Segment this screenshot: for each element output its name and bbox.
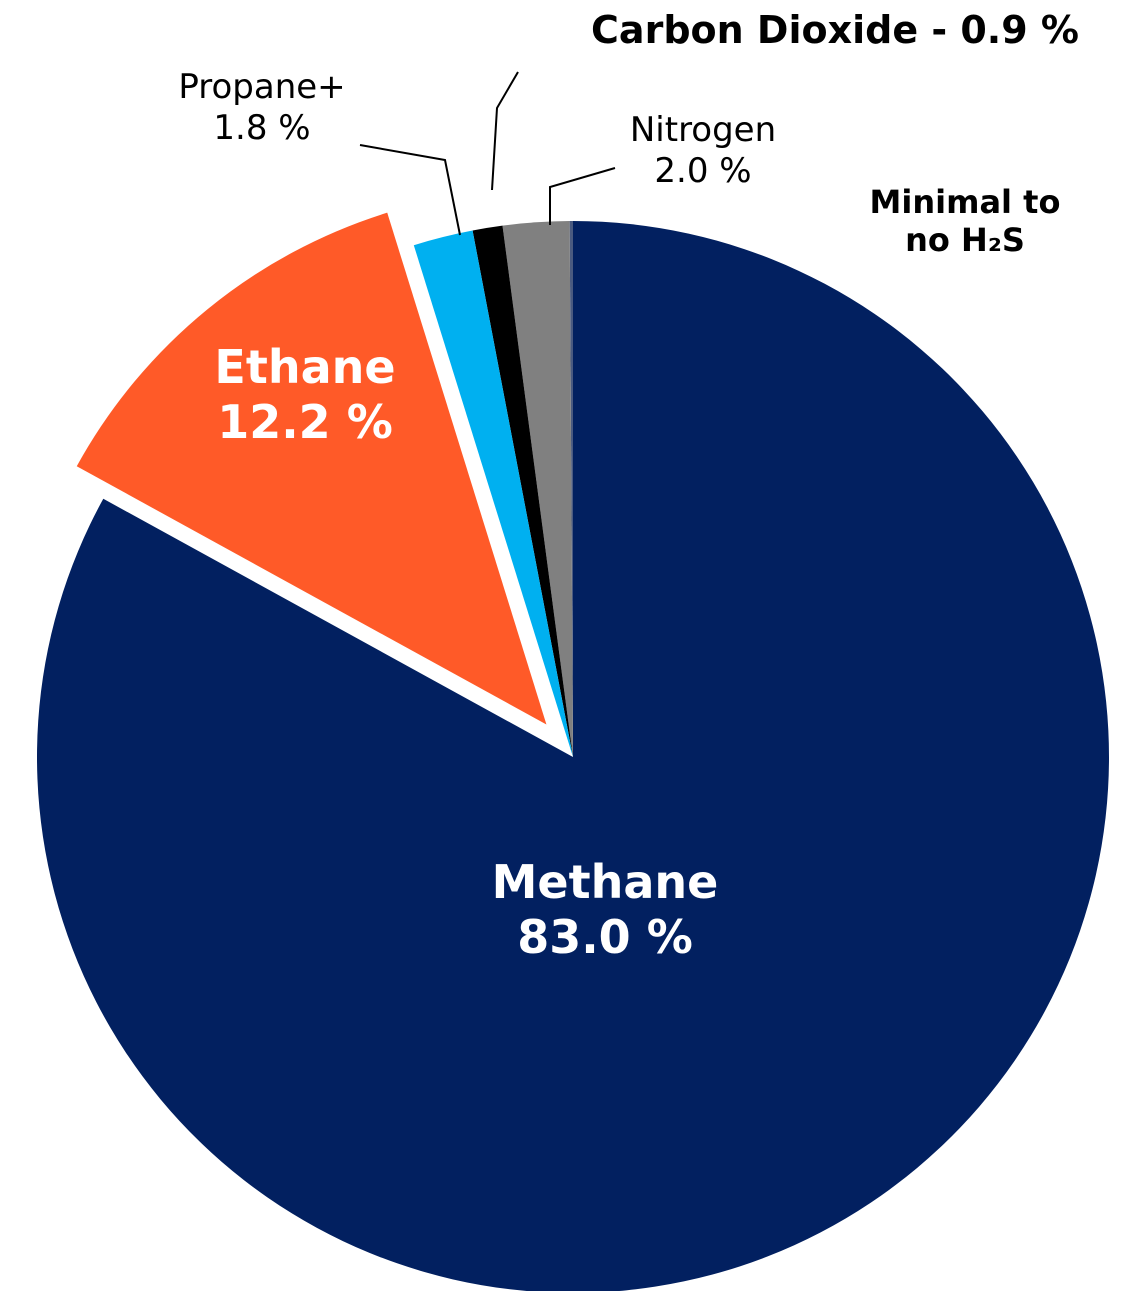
slice-label: Methane 83.0 %	[492, 855, 719, 965]
pie-slice	[472, 225, 573, 757]
category-label: Carbon Dioxide	[591, 8, 919, 52]
leader-line	[491, 71, 519, 191]
value-label: 12.2 %	[217, 395, 393, 450]
value-label: 2.0 %	[654, 150, 752, 191]
leader-line	[359, 144, 461, 236]
pie-slice	[502, 221, 573, 758]
pie-slice	[37, 221, 1109, 1291]
slice-label: Nitrogen 2.0 %	[630, 110, 776, 192]
slice-label: Minimal to no H₂S	[850, 183, 1080, 260]
label-separator: -	[918, 8, 961, 52]
leader-line	[549, 167, 616, 225]
slice-label: Ethane 12.2 %	[214, 340, 395, 450]
slice-label: Propane+ 1.8 %	[178, 67, 345, 149]
pie-slice	[76, 212, 547, 725]
value-label: 83.0 %	[517, 910, 693, 965]
value-label: 1.8 %	[213, 107, 311, 148]
category-label: Propane+	[178, 67, 346, 107]
category-label: Ethane	[214, 340, 396, 394]
pie-slice	[569, 221, 573, 757]
category-label: Minimal to no H₂S	[869, 183, 1061, 260]
pie-slice	[413, 230, 573, 758]
category-label: Methane	[491, 855, 719, 909]
value-label: 0.9 %	[960, 8, 1079, 52]
slice-label: Carbon Dioxide - 0.9 %	[591, 8, 1079, 54]
category-label: Nitrogen	[629, 110, 777, 150]
